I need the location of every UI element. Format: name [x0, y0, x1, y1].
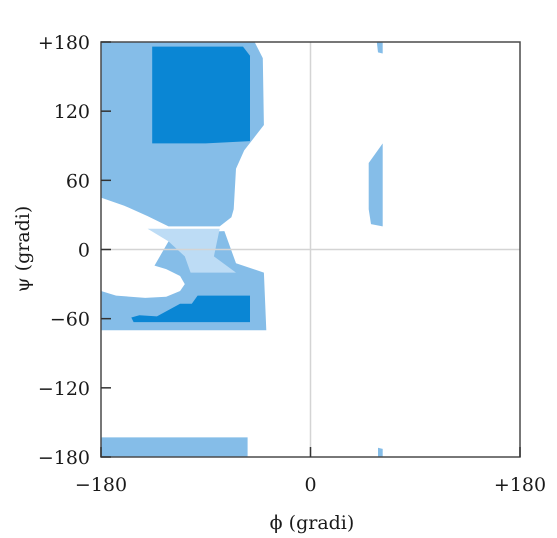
- y-tick-label: −180: [38, 447, 90, 469]
- y-tick-label: 60: [66, 170, 90, 192]
- region-allowed-right-top-sliver: [376, 42, 383, 54]
- region-bridge-region: [147, 228, 236, 273]
- region-allowed-right-bottom-sliver: [378, 447, 383, 457]
- y-tick-label: +180: [38, 32, 90, 54]
- region-favored-upper: [152, 46, 250, 144]
- x-tick-label: +180: [494, 474, 546, 496]
- contour-regions: [101, 42, 383, 457]
- x-axis-label: ϕ (gradi): [270, 512, 355, 534]
- y-tick-label: 0: [78, 240, 90, 262]
- reference-lines: [101, 42, 520, 457]
- region-allowed-bottom-band: [101, 437, 248, 457]
- y-tick-label: −60: [50, 309, 90, 331]
- y-tick-label: −120: [38, 378, 90, 400]
- axis-ticks: −180 0 +180 +180 120 60 0 −60 −120 −180: [38, 32, 546, 496]
- region-favored-lower: [131, 295, 250, 323]
- y-axis-label: ψ (gradi): [12, 206, 34, 293]
- x-tick-label: −180: [75, 474, 127, 496]
- y-tick-label: 120: [54, 101, 90, 123]
- x-tick-label: 0: [304, 474, 316, 496]
- region-allowed-right-upper: [368, 143, 383, 227]
